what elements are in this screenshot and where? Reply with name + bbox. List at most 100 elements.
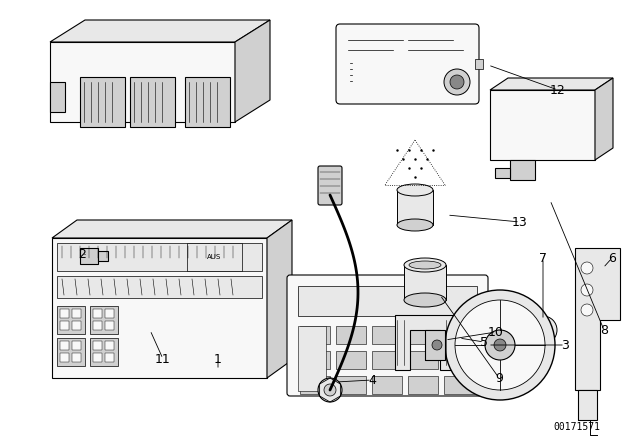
Bar xyxy=(57,243,262,271)
Circle shape xyxy=(324,384,336,396)
Polygon shape xyxy=(595,78,613,160)
Bar xyxy=(60,353,69,362)
Circle shape xyxy=(529,316,557,344)
Polygon shape xyxy=(495,168,510,178)
Bar xyxy=(300,351,330,369)
Bar xyxy=(72,321,81,330)
Text: 00171571: 00171571 xyxy=(553,422,600,432)
Text: 6: 6 xyxy=(608,251,616,264)
Polygon shape xyxy=(52,238,267,378)
Bar xyxy=(408,326,438,344)
Polygon shape xyxy=(575,248,620,390)
Polygon shape xyxy=(80,248,98,264)
Bar xyxy=(187,243,242,271)
Bar xyxy=(444,351,474,369)
Bar xyxy=(475,59,483,69)
Circle shape xyxy=(485,330,515,360)
Bar xyxy=(93,341,102,350)
Polygon shape xyxy=(395,315,455,370)
Bar xyxy=(336,351,366,369)
Bar xyxy=(408,376,438,394)
Ellipse shape xyxy=(404,293,446,307)
Polygon shape xyxy=(50,42,235,122)
Circle shape xyxy=(450,75,464,89)
Bar xyxy=(298,286,477,316)
Polygon shape xyxy=(50,20,270,42)
Ellipse shape xyxy=(397,219,433,231)
Polygon shape xyxy=(490,90,595,160)
Polygon shape xyxy=(98,251,108,261)
Text: 3: 3 xyxy=(561,339,569,352)
Polygon shape xyxy=(578,390,597,420)
Polygon shape xyxy=(235,20,270,122)
Bar xyxy=(298,326,326,391)
FancyBboxPatch shape xyxy=(336,24,479,104)
Text: 5: 5 xyxy=(480,336,488,349)
Bar xyxy=(57,306,85,334)
Bar xyxy=(57,338,85,366)
Ellipse shape xyxy=(409,261,441,269)
Text: 11: 11 xyxy=(155,353,171,366)
Polygon shape xyxy=(80,77,125,127)
Text: 1: 1 xyxy=(214,353,222,366)
Bar xyxy=(72,353,81,362)
Bar xyxy=(105,353,114,362)
Text: 12: 12 xyxy=(550,83,566,96)
Bar xyxy=(444,326,474,344)
Circle shape xyxy=(581,304,593,316)
Bar xyxy=(60,321,69,330)
Circle shape xyxy=(581,284,593,296)
Polygon shape xyxy=(425,330,445,360)
Bar xyxy=(105,321,114,330)
Circle shape xyxy=(535,322,551,338)
Text: 7: 7 xyxy=(539,251,547,264)
Circle shape xyxy=(444,69,470,95)
Text: 2: 2 xyxy=(78,247,86,260)
Bar xyxy=(72,309,81,318)
Ellipse shape xyxy=(404,258,446,272)
Circle shape xyxy=(318,378,342,402)
Bar xyxy=(404,265,446,300)
Text: 8: 8 xyxy=(600,323,608,336)
Bar xyxy=(90,338,118,366)
Circle shape xyxy=(581,262,593,274)
Polygon shape xyxy=(510,160,535,180)
Polygon shape xyxy=(185,77,230,127)
Ellipse shape xyxy=(397,184,433,196)
Bar xyxy=(60,341,69,350)
Bar xyxy=(93,353,102,362)
FancyBboxPatch shape xyxy=(287,275,488,396)
Bar xyxy=(93,309,102,318)
Bar xyxy=(372,326,402,344)
Bar xyxy=(444,376,474,394)
Polygon shape xyxy=(267,220,292,378)
Polygon shape xyxy=(130,77,175,127)
Text: 4: 4 xyxy=(368,374,376,387)
Circle shape xyxy=(494,339,506,351)
Text: 9: 9 xyxy=(495,371,503,384)
Bar xyxy=(93,321,102,330)
Circle shape xyxy=(455,300,545,390)
Circle shape xyxy=(445,290,555,400)
Bar xyxy=(300,376,330,394)
Circle shape xyxy=(540,327,546,333)
Bar xyxy=(57,276,262,298)
Bar xyxy=(90,306,118,334)
Bar xyxy=(72,341,81,350)
Polygon shape xyxy=(490,78,613,90)
Text: AUS: AUS xyxy=(207,254,221,260)
Polygon shape xyxy=(50,82,65,112)
Circle shape xyxy=(432,340,442,350)
Bar xyxy=(336,326,366,344)
Polygon shape xyxy=(52,220,292,238)
Bar xyxy=(60,309,69,318)
Bar xyxy=(372,376,402,394)
Bar xyxy=(105,341,114,350)
Text: 13: 13 xyxy=(512,215,528,228)
Bar xyxy=(336,376,366,394)
Bar xyxy=(300,326,330,344)
Bar xyxy=(372,351,402,369)
Bar xyxy=(408,351,438,369)
Bar xyxy=(105,309,114,318)
Text: 10: 10 xyxy=(488,326,504,339)
